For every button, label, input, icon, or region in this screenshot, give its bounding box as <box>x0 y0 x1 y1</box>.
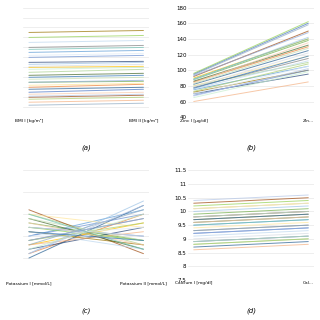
Text: (b): (b) <box>246 145 256 151</box>
Text: (a): (a) <box>81 145 91 151</box>
Text: (d): (d) <box>246 307 256 314</box>
Text: (c): (c) <box>82 307 91 314</box>
